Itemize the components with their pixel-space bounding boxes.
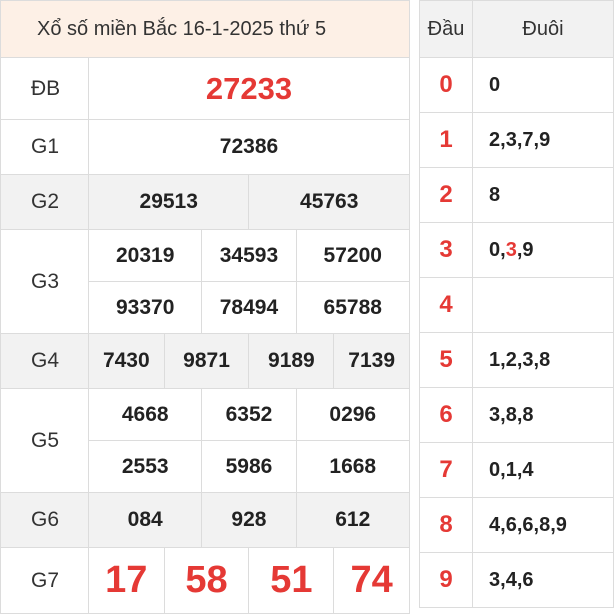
tail-digits: 0,3,9 bbox=[472, 222, 614, 278]
g2-number: 29513 bbox=[87, 174, 250, 230]
tail-digit: 9 bbox=[555, 513, 567, 536]
tail-digit: 4 bbox=[489, 513, 501, 536]
tail-digits: 0 bbox=[472, 57, 614, 113]
prize-label-g5: G5 bbox=[0, 388, 89, 493]
head-tail-row: 3 0,3,9 bbox=[419, 222, 614, 278]
tail-digit: 3 bbox=[505, 128, 517, 151]
head-digit: 3 bbox=[419, 222, 473, 278]
head-digit: 1 bbox=[419, 112, 473, 168]
special-prize-number: 27233 bbox=[88, 57, 410, 120]
head-digit: 8 bbox=[419, 497, 473, 553]
g7-number: 58 bbox=[163, 547, 250, 614]
tail-digit: 6 bbox=[505, 513, 517, 536]
g7-number: 51 bbox=[248, 547, 335, 614]
g5-number: 4668 bbox=[87, 388, 203, 441]
head-digit: 5 bbox=[419, 332, 473, 388]
tail-digit: 8 bbox=[522, 403, 534, 426]
tail-digit: 0 bbox=[489, 458, 501, 481]
g1-number: 72386 bbox=[88, 119, 410, 175]
g5-number: 0296 bbox=[295, 388, 410, 441]
tail-digit: 7 bbox=[522, 128, 534, 151]
g4-number: 7430 bbox=[88, 333, 165, 389]
g5-number: 5986 bbox=[201, 440, 297, 493]
g6-number: 612 bbox=[295, 492, 410, 548]
tail-digit: 3 bbox=[489, 568, 501, 591]
head-tail-row: 1 2,3,7,9 bbox=[419, 112, 614, 168]
tail-digits: 3,4,6 bbox=[472, 552, 614, 608]
head-digit: 2 bbox=[419, 167, 473, 223]
g4-number: 9189 bbox=[248, 333, 335, 389]
tail-digit: 8 bbox=[539, 348, 551, 371]
g7-number: 17 bbox=[88, 547, 165, 614]
tail-digit: 1 bbox=[489, 348, 501, 371]
tail-digit: 9 bbox=[522, 238, 534, 261]
g4-number: 9871 bbox=[163, 333, 250, 389]
tail-digits: 3,8,8 bbox=[472, 387, 614, 443]
tail-digits: 8 bbox=[472, 167, 614, 223]
head-digit: 0 bbox=[419, 57, 473, 113]
head-digit: 6 bbox=[419, 387, 473, 443]
g5-number: 2553 bbox=[87, 440, 203, 493]
g3-number: 78494 bbox=[201, 281, 297, 334]
tail-digit: 9 bbox=[539, 128, 551, 151]
head-tail-table: Đầu Đuôi 0 0 1 2,3,7,9 2 8 3 0,3,9 4 5 1,2,3,8 6 3,8… bbox=[419, 0, 614, 608]
g4-number: 7139 bbox=[333, 333, 410, 389]
tail-digit: 8 bbox=[505, 403, 517, 426]
tail-digit: 3 bbox=[505, 238, 517, 261]
tail-digit: 2 bbox=[489, 128, 501, 151]
prize-label-g6: G6 bbox=[0, 492, 89, 548]
tail-digits: 2,3,7,9 bbox=[472, 112, 614, 168]
head-tail-row: 7 0,1,4 bbox=[419, 442, 614, 498]
head-digit: 4 bbox=[419, 277, 473, 333]
prize-label-db: ĐB bbox=[0, 57, 89, 120]
g3-number: 57200 bbox=[295, 229, 410, 282]
prize-table: Xổ số miền Bắc 16-1-2025 thứ 5 ĐB 27233 … bbox=[0, 0, 410, 614]
g2-number: 45763 bbox=[248, 174, 410, 230]
page-title: Xổ số miền Bắc 16-1-2025 thứ 5 bbox=[0, 0, 410, 58]
tail-digit: 2 bbox=[505, 348, 517, 371]
head-tail-row: 6 3,8,8 bbox=[419, 387, 614, 443]
prize-label-g3: G3 bbox=[0, 229, 89, 334]
g3-number: 34593 bbox=[201, 229, 297, 282]
g3-number: 93370 bbox=[87, 281, 203, 334]
tail-digits: 4,6,6,8,9 bbox=[472, 497, 614, 553]
prize-label-g2: G2 bbox=[0, 174, 89, 230]
head-digit: 7 bbox=[419, 442, 473, 498]
g7-number: 74 bbox=[333, 547, 410, 614]
head-tail-row: 8 4,6,6,8,9 bbox=[419, 497, 614, 553]
tail-digits: 1,2,3,8 bbox=[472, 332, 614, 388]
prize-label-g7: G7 bbox=[0, 547, 89, 614]
tail-digit: 8 bbox=[489, 183, 501, 206]
tail-digit: 3 bbox=[489, 403, 501, 426]
tail-digit: 3 bbox=[522, 348, 534, 371]
g6-number: 084 bbox=[87, 492, 203, 548]
tail-digits: 0,1,4 bbox=[472, 442, 614, 498]
g3-number: 20319 bbox=[87, 229, 203, 282]
tail-digit: 6 bbox=[522, 513, 534, 536]
tail-digit: 8 bbox=[539, 513, 551, 536]
tail-digit: 0 bbox=[489, 73, 501, 96]
g3-number: 65788 bbox=[295, 281, 410, 334]
tail-digit: 4 bbox=[522, 458, 534, 481]
prize-label-g4: G4 bbox=[0, 333, 89, 389]
tail-column-header: Đuôi bbox=[472, 0, 614, 58]
tail-digits bbox=[472, 277, 614, 333]
head-tail-row: 5 1,2,3,8 bbox=[419, 332, 614, 388]
g5-number: 6352 bbox=[201, 388, 297, 441]
tail-digit: 1 bbox=[505, 458, 517, 481]
tail-digit: 4 bbox=[505, 568, 517, 591]
prize-label-g1: G1 bbox=[0, 119, 89, 175]
g5-number: 1668 bbox=[295, 440, 410, 493]
g6-number: 928 bbox=[201, 492, 297, 548]
head-column-header: Đầu bbox=[419, 0, 473, 58]
tail-digit: 0 bbox=[489, 238, 501, 261]
tail-digit: 6 bbox=[522, 568, 534, 591]
head-digit: 9 bbox=[419, 552, 473, 608]
head-tail-row: 9 3,4,6 bbox=[419, 552, 614, 608]
head-tail-row: 4 bbox=[419, 277, 614, 333]
